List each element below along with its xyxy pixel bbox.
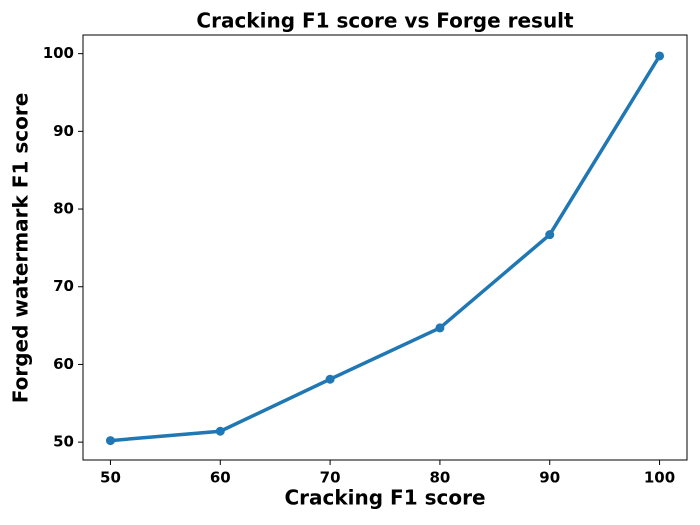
data-line — [110, 55, 662, 443]
x-tick-label: 90 — [539, 469, 560, 487]
x-tick-label: 100 — [644, 469, 675, 487]
y-tick-label: 90 — [53, 122, 74, 140]
data-point — [435, 323, 445, 333]
y-tick-label: 70 — [53, 277, 74, 295]
y-tick-label: 100 — [43, 44, 74, 62]
data-point — [545, 230, 555, 240]
x-tick-label: 60 — [210, 469, 231, 487]
plot-frame — [82, 34, 688, 461]
x-tick-label: 70 — [320, 469, 341, 487]
data-point — [215, 426, 225, 436]
data-point — [325, 374, 335, 384]
y-tick-label: 60 — [53, 355, 74, 373]
y-tick-label: 80 — [53, 200, 74, 218]
data-point — [655, 51, 665, 61]
chart-title: Cracking F1 score vs Forge result — [196, 9, 574, 33]
y-tick-label: 50 — [53, 433, 74, 451]
x-tick-label: 50 — [100, 469, 121, 487]
data-point — [105, 436, 115, 446]
x-tick-label: 80 — [429, 469, 450, 487]
x-axis-label: Cracking F1 score — [284, 486, 485, 510]
y-axis-label: Forged watermark F1 score — [9, 93, 33, 404]
